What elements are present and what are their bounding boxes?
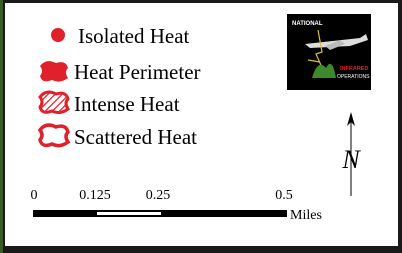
scattered-heat-icon [40,125,68,146]
frame-edge [0,0,3,253]
scale-label: 0 [31,188,38,203]
logo-text: INFRARED [340,66,368,72]
scale-label: 0.25 [146,188,171,203]
map-legend: Isolated Heat Heat Perimeter Intense Hea… [0,0,402,253]
heat-perimeter-icon [40,61,68,82]
north-label: N [341,145,361,174]
legend-label: Scattered Heat [74,125,197,149]
legend-label: Isolated Heat [78,24,190,48]
isolated-heat-icon [51,28,65,42]
logo-text: NATIONAL [292,21,323,27]
logo: NATIONAL INFRARED OPERATIONS [287,14,371,90]
logo-text: OPERATIONS [337,74,370,80]
scale-label: 0.5 [275,188,293,203]
intense-heat-icon [40,92,68,113]
scale-bar-segment [97,212,161,215]
legend-label: Heat Perimeter [74,60,201,84]
legend-label: Intense Heat [74,92,180,116]
scale-label: 0.125 [79,188,111,203]
scale-unit: Miles [290,208,322,223]
